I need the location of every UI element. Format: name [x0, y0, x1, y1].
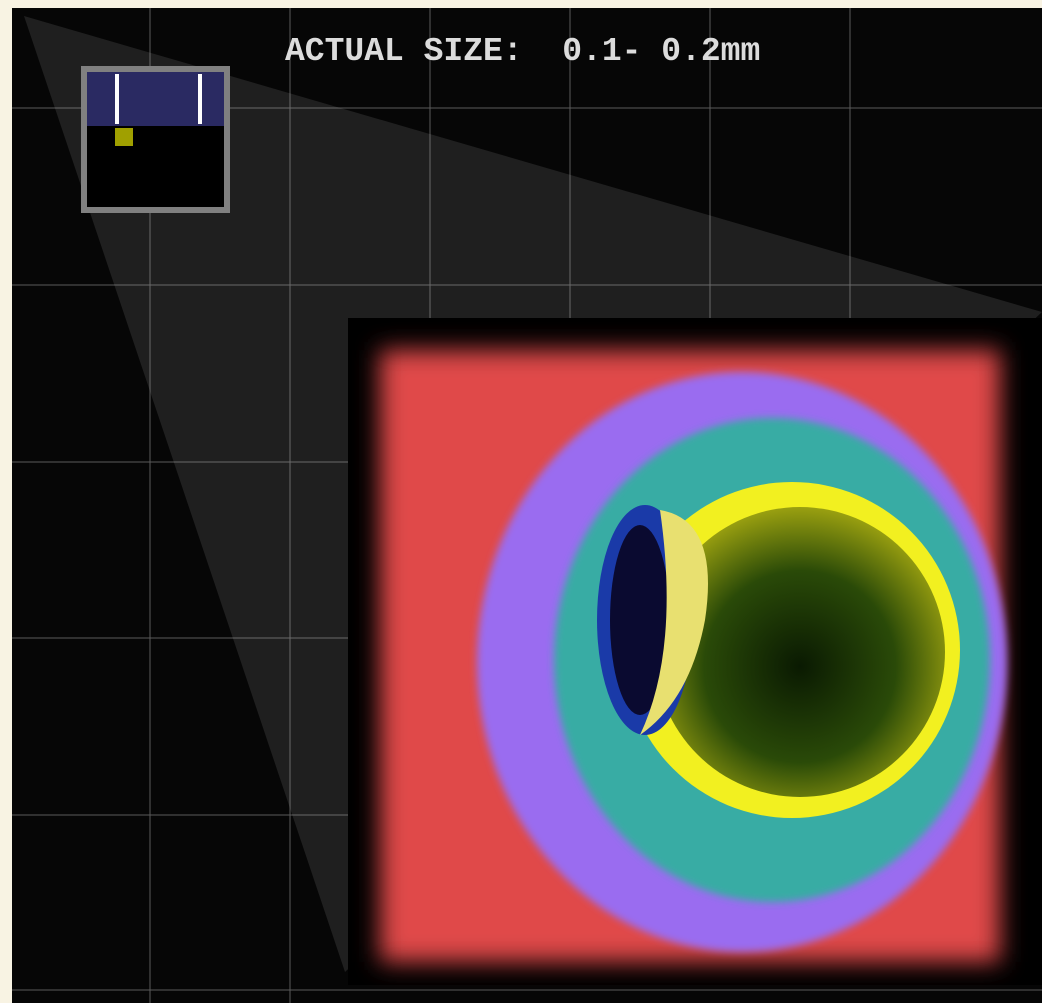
caption: ACTUAL SIZE: 0.1- 0.2mm — [285, 33, 760, 70]
micrograph — [348, 318, 1042, 985]
inset — [81, 66, 230, 213]
